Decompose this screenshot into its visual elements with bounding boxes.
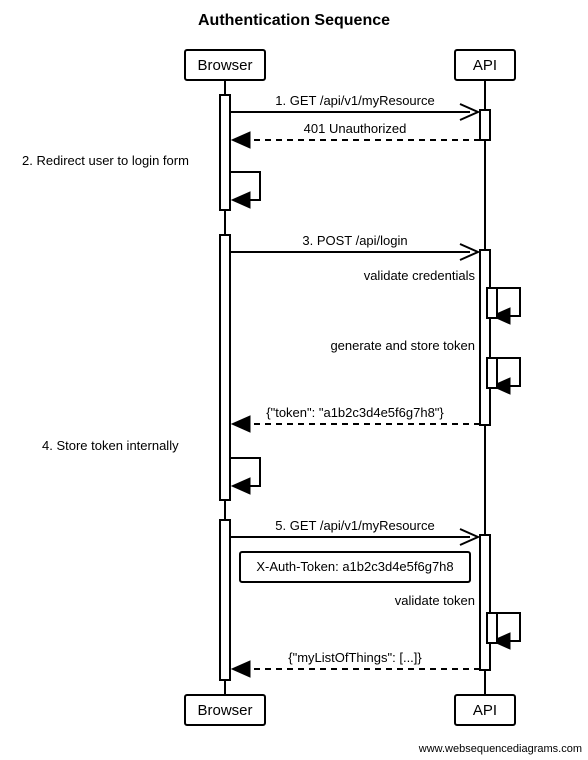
msg-2-label: 401 Unauthorized bbox=[304, 121, 407, 136]
activation-api-3a bbox=[487, 613, 497, 643]
msg-1-label: 1. GET /api/v1/myResource bbox=[275, 93, 434, 108]
activation-browser-2 bbox=[220, 235, 230, 500]
msg-4-label: 3. POST /api/login bbox=[302, 233, 407, 248]
msg-11-label: validate token bbox=[395, 593, 475, 608]
sequence-diagram: Authentication Sequence Browser API 1. G… bbox=[0, 0, 588, 760]
actor-label-browser-bottom: Browser bbox=[197, 702, 252, 719]
actor-label-api-top: API bbox=[473, 57, 497, 74]
msg-2-arrow bbox=[232, 132, 250, 148]
actor-label-browser-top: Browser bbox=[197, 57, 252, 74]
actor-label-api-bottom: API bbox=[473, 702, 497, 719]
msg-8-label: 4. Store token internally bbox=[42, 438, 179, 453]
diagram-title: Authentication Sequence bbox=[198, 12, 390, 29]
activation-api-3 bbox=[480, 535, 490, 670]
msg-8-arrow bbox=[232, 478, 250, 494]
msg-5-label: validate credentials bbox=[364, 268, 476, 283]
msg-7-label: {"token": "a1b2c3d4e5f6g7h8"} bbox=[266, 405, 444, 420]
activation-browser-1 bbox=[220, 95, 230, 210]
footer-credit: www.websequencediagrams.com bbox=[418, 743, 582, 755]
activation-api-1 bbox=[480, 110, 490, 140]
msg-9-label: 5. GET /api/v1/myResource bbox=[275, 518, 434, 533]
activation-api-2b bbox=[487, 358, 497, 388]
msg-3-label: 2. Redirect user to login form bbox=[22, 153, 189, 168]
msg-6-label: generate and store token bbox=[330, 338, 475, 353]
activation-api-2 bbox=[480, 250, 490, 425]
msg-3-arrow bbox=[232, 192, 250, 208]
activation-api-2a bbox=[487, 288, 497, 318]
activation-browser-3 bbox=[220, 520, 230, 680]
msg-10-label: X-Auth-Token: a1b2c3d4e5f6g7h8 bbox=[256, 559, 453, 574]
msg-12-label: {"myListOfThings": [...]} bbox=[288, 650, 422, 665]
msg-7-arrow bbox=[232, 416, 250, 432]
msg-12-arrow bbox=[232, 661, 250, 677]
